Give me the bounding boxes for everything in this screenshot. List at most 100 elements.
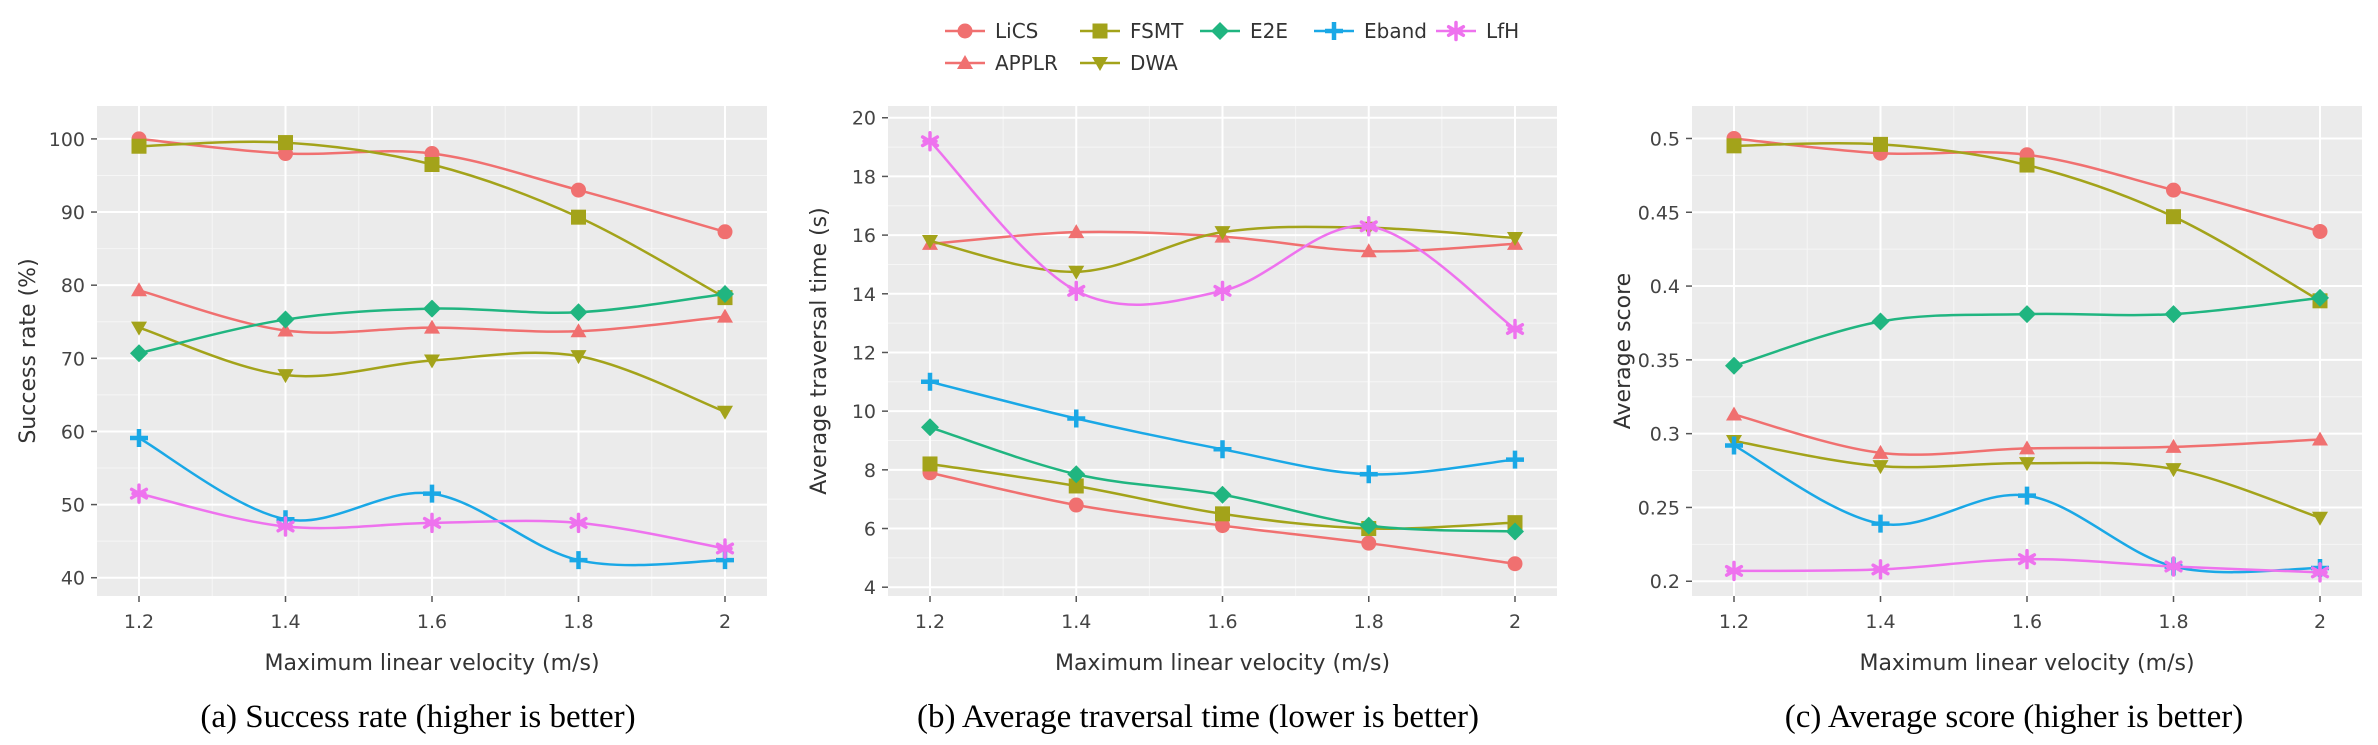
series-eband <box>130 429 734 570</box>
data-point-e2e-3 <box>2018 305 2036 324</box>
data-point-lics-5 <box>1507 556 1523 572</box>
legend-label: LfH <box>1486 19 1519 43</box>
data-point-applr-3 <box>424 319 440 334</box>
y-tick-label: 0.35 <box>1638 350 1680 372</box>
data-point-fsmt-2 <box>278 135 293 151</box>
legend-item-eband: Eband <box>1314 19 1427 43</box>
data-point-fsmt-2 <box>1873 136 1888 152</box>
data-point-lfh-4 <box>2164 556 2183 577</box>
data-point-applr-2 <box>1872 444 1889 459</box>
data-point-lics-4 <box>1361 535 1377 551</box>
data-point-dwa-2 <box>277 369 294 384</box>
data-point-applr-2 <box>277 322 294 337</box>
data-point-lfh-4 <box>1359 216 1378 237</box>
series-e2e <box>921 418 1524 541</box>
data-point-fsmt-1 <box>131 138 147 154</box>
data-point-fsmt-2 <box>1068 478 1084 494</box>
data-point-fsmt-3 <box>1215 506 1230 522</box>
x-tick-label: 2 <box>719 611 731 633</box>
data-point-eband-1 <box>130 429 148 448</box>
x-tick-label: 1.8 <box>1354 611 1384 633</box>
x-tick-label: 1.8 <box>563 611 593 633</box>
data-point-dwa-3 <box>2019 457 2035 472</box>
legend-label: FSMT <box>1130 19 1184 43</box>
data-point-dwa-3 <box>1214 226 1231 241</box>
data-point-eband-4 <box>569 551 588 570</box>
y-tick-label: 100 <box>49 129 85 151</box>
data-point-e2e-1 <box>1725 356 1743 375</box>
subfigure-caption: (a) Success rate (higher is better) <box>200 699 635 735</box>
data-point-eband-3 <box>2018 486 2036 505</box>
data-point-applr-5 <box>717 308 733 323</box>
data-point-e2e-5 <box>716 284 734 303</box>
legend-marker-dwa <box>1092 57 1108 71</box>
series-lfh <box>1724 548 2330 583</box>
y-tick-label: 0.45 <box>1638 202 1680 224</box>
data-point-dwa-5 <box>717 405 733 420</box>
subfigure-caption: (c) Average score (higher is better) <box>1785 699 2243 735</box>
x-axis-label: Maximum linear velocity (m/s) <box>1859 651 2194 676</box>
series-applr <box>131 282 733 338</box>
x-axis-label: Maximum linear velocity (m/s) <box>1055 651 1390 676</box>
x-tick-label: 2 <box>1509 611 1521 633</box>
x-tick-label: 1.6 <box>2012 611 2042 633</box>
data-point-lics-5 <box>717 224 733 240</box>
data-point-lfh-3 <box>1213 280 1232 302</box>
data-point-e2e-4 <box>569 303 588 322</box>
legend-item-lics: LiCS <box>945 19 1038 43</box>
data-point-fsmt-3 <box>424 157 440 173</box>
data-point-applr-3 <box>2019 440 2035 455</box>
data-point-e2e-2 <box>1871 312 1890 331</box>
data-point-lics-4 <box>571 182 586 198</box>
data-point-lfh-5 <box>1505 318 1525 340</box>
series-e2e <box>130 284 734 363</box>
data-point-lfh-2 <box>1067 280 1086 302</box>
legend-marker-e2e <box>1211 22 1229 40</box>
y-tick-label: 0.3 <box>1650 424 1680 446</box>
x-tick-label: 1.4 <box>270 611 300 633</box>
x-tick-label: 2 <box>2314 611 2326 633</box>
y-tick-label: 14 <box>852 284 876 306</box>
data-point-e2e-2 <box>276 310 295 329</box>
data-point-fsmt-1 <box>1726 138 1742 154</box>
x-tick-label: 1.6 <box>1207 611 1237 633</box>
legend-item-dwa: DWA <box>1080 51 1178 75</box>
legend-marker-lfh <box>1446 20 1466 42</box>
data-point-fsmt-1 <box>922 456 938 472</box>
data-point-dwa-4 <box>2165 463 2182 478</box>
data-point-applr-1 <box>131 282 147 297</box>
data-point-eband-4 <box>1359 465 1378 484</box>
data-point-eband-3 <box>1213 440 1232 459</box>
data-point-applr-2 <box>1068 224 1085 239</box>
x-tick-label: 1.4 <box>1061 611 1091 633</box>
legend-marker-lics <box>957 23 973 39</box>
y-tick-label: 0.5 <box>1650 128 1680 150</box>
data-point-applr-4 <box>2165 438 2182 453</box>
x-tick-label: 1.6 <box>417 611 447 633</box>
data-point-e2e-5 <box>1506 522 1524 541</box>
series-eband <box>921 372 1524 484</box>
legend-label: E2E <box>1250 19 1288 43</box>
data-point-eband-1 <box>921 372 939 391</box>
y-tick-label: 70 <box>61 348 85 370</box>
data-point-e2e-1 <box>130 344 148 363</box>
data-point-dwa-5 <box>2312 511 2328 526</box>
data-point-lfh-1 <box>129 483 149 504</box>
data-point-e2e-3 <box>1213 485 1232 504</box>
data-point-e2e-5 <box>2311 288 2329 307</box>
y-tick-label: 12 <box>852 342 876 364</box>
data-point-lfh-2 <box>276 516 295 537</box>
x-tick-label: 1.8 <box>2158 611 2188 633</box>
legend-marker-fsmt <box>1092 23 1108 39</box>
data-point-eband-2 <box>1067 409 1086 428</box>
y-tick-label: 16 <box>852 225 876 247</box>
legend-item-applr: APPLR <box>945 51 1058 75</box>
data-point-lfh-4 <box>569 512 588 534</box>
data-point-lfh-1 <box>1724 560 1744 582</box>
legend-label: LiCS <box>995 19 1038 43</box>
data-point-fsmt-4 <box>571 209 586 225</box>
data-point-dwa-4 <box>570 350 587 365</box>
data-point-lics-2 <box>1068 497 1084 513</box>
data-point-dwa-2 <box>1068 265 1085 280</box>
